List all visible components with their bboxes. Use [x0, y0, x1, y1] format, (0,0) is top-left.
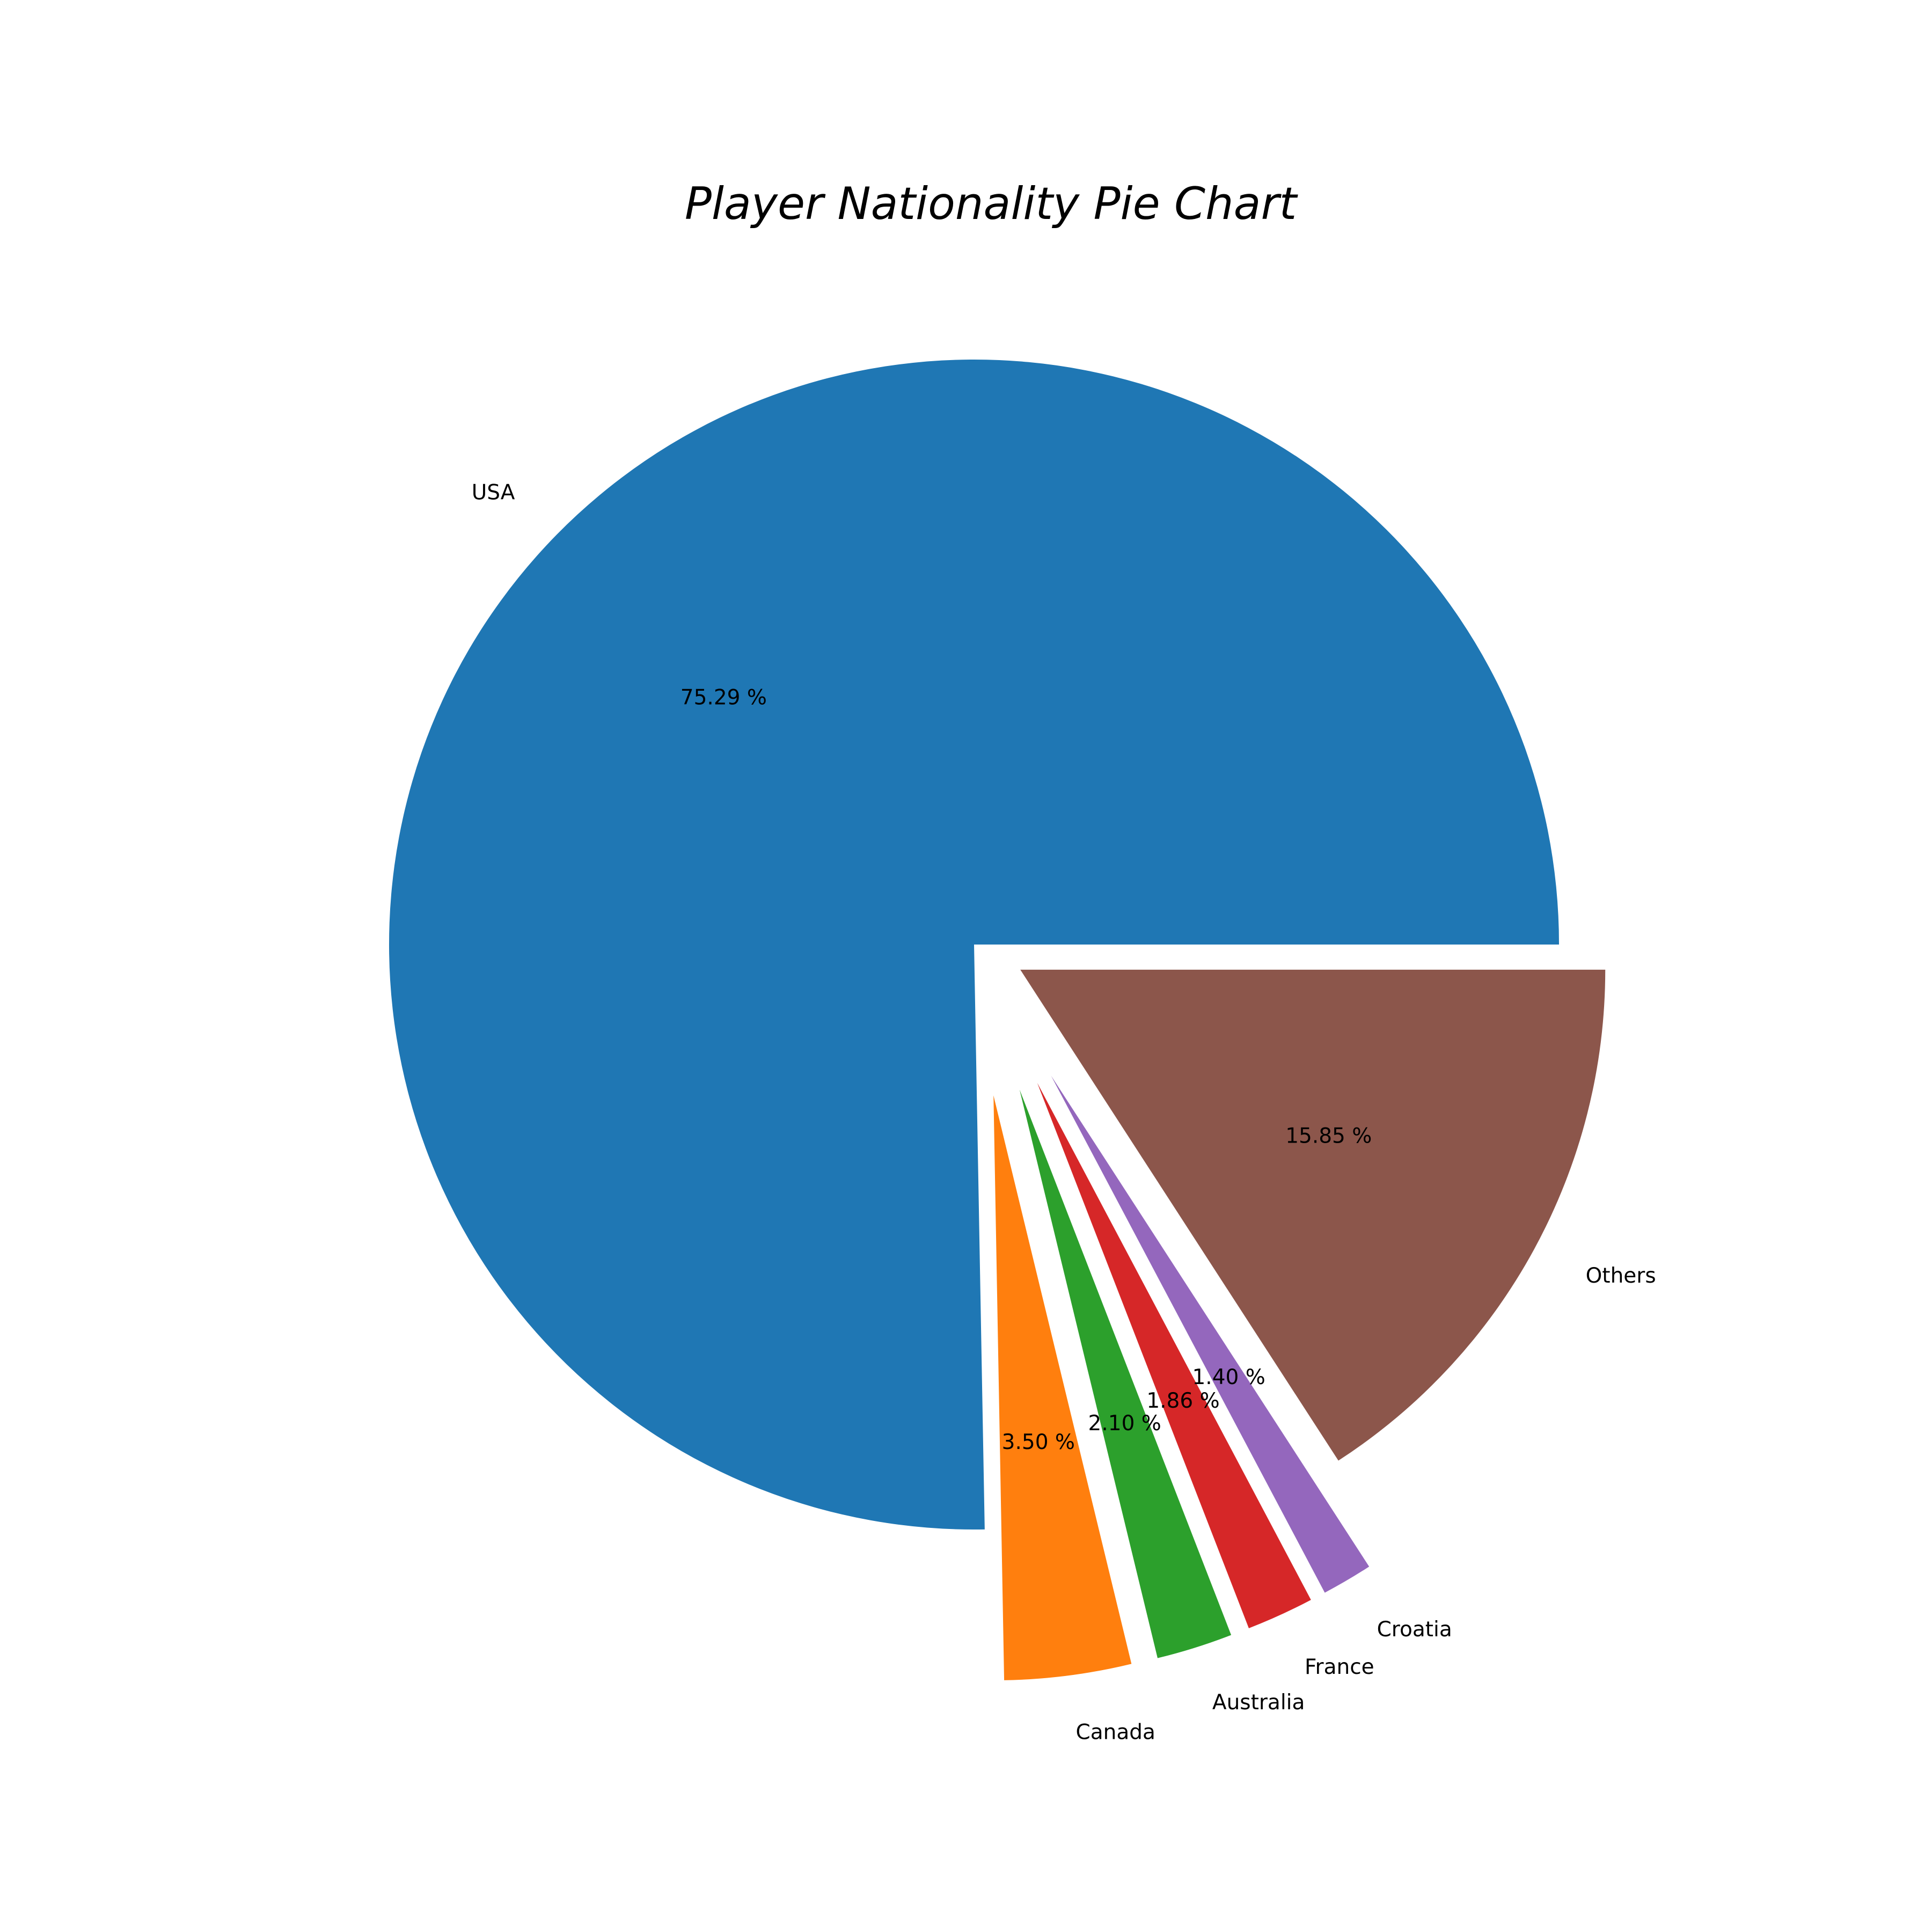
- pie-slice-france: [1037, 1082, 1311, 1628]
- pie-slice-canada: [993, 1095, 1132, 1680]
- slice-label-france: France: [1305, 1655, 1374, 1679]
- slice-percent-usa: 75.29 %: [680, 685, 767, 709]
- pie-slice-usa: [389, 359, 1559, 1530]
- slice-percent-australia: 2.10 %: [1088, 1411, 1161, 1436]
- slice-percent-france: 1.86 %: [1146, 1389, 1219, 1413]
- slice-label-croatia: Croatia: [1377, 1618, 1452, 1642]
- chart-title: Player Nationality Pie Chart: [685, 178, 1299, 230]
- pie-labels: USA 75.29 % Canada 3.50 % Australia 2.10 % Fra…: [472, 480, 1656, 1744]
- slice-percent-canada: 3.50 %: [1002, 1430, 1075, 1454]
- slice-label-usa: USA: [472, 480, 515, 504]
- slice-label-canada: Canada: [1075, 1721, 1155, 1745]
- slice-label-australia: Australia: [1212, 1690, 1305, 1715]
- slice-percent-others: 15.85 %: [1285, 1124, 1372, 1148]
- pie-slice-others: [1020, 969, 1606, 1461]
- slice-percent-croatia: 1.40 %: [1192, 1365, 1265, 1389]
- pie-slice-australia: [1019, 1089, 1232, 1658]
- pie-slice-croatia: [1051, 1075, 1370, 1593]
- pie-slices: [389, 359, 1606, 1680]
- slice-label-others: Others: [1586, 1264, 1656, 1288]
